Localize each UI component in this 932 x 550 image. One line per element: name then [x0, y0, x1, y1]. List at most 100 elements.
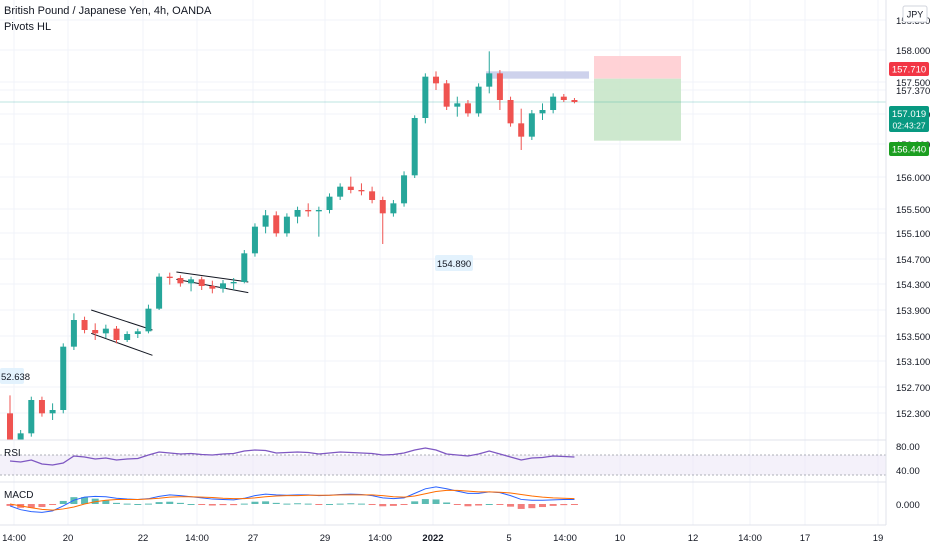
- macd-histogram-bar: [49, 504, 57, 505]
- candle-body: [486, 73, 493, 87]
- macd-pane: MACD: [0, 481, 886, 513]
- candle-body: [401, 175, 408, 204]
- macd-histogram-bar: [485, 504, 493, 505]
- macd-histogram-bar: [315, 504, 323, 505]
- macd-histogram-bar: [368, 504, 376, 505]
- time-tick-label: 2022: [422, 533, 443, 544]
- candle-body: [326, 196, 333, 210]
- rsi-label: RSI: [4, 448, 21, 459]
- candle-body: [422, 76, 429, 118]
- price-tick-label: 157.370: [896, 86, 930, 97]
- candle-body: [251, 226, 258, 254]
- price-tick-label: 158.000: [896, 46, 930, 57]
- macd-histogram-bar: [549, 504, 557, 506]
- time-tick-label: 14:00: [2, 533, 26, 544]
- candle-body: [81, 320, 88, 330]
- candle-body: [102, 328, 109, 334]
- candle-body: [113, 328, 120, 340]
- time-tick-label: 14:00: [368, 533, 392, 544]
- macd-histogram-bar: [570, 504, 578, 505]
- rsi-band: [0, 455, 886, 475]
- macd-histogram-bar: [198, 504, 206, 505]
- macd-histogram-bar: [240, 503, 248, 505]
- macd-histogram-bar: [81, 497, 89, 504]
- macd-histogram-bar: [507, 504, 515, 507]
- macd-histogram-bar: [176, 502, 184, 504]
- candle-body: [347, 186, 354, 190]
- candle-body: [230, 282, 237, 284]
- candle-body: [262, 215, 269, 227]
- candle-body: [38, 400, 45, 414]
- time-tick-label: 14:00: [185, 533, 209, 544]
- candle-body: [294, 210, 301, 217]
- pivot-low-label: 154.890: [437, 259, 471, 270]
- candle-body: [369, 191, 376, 200]
- macd-tick-label: 0.000: [896, 500, 920, 511]
- target-price-label: 156.440: [892, 145, 926, 156]
- candle-body: [177, 278, 184, 284]
- last-price-badge: [889, 106, 929, 132]
- candle-body: [273, 215, 280, 234]
- macd-histogram-bar: [187, 504, 195, 505]
- channel-upper-line: [176, 271, 249, 283]
- signal-line: [9, 489, 575, 511]
- candle-body: [528, 113, 535, 137]
- macd-histogram-bar: [272, 502, 280, 504]
- price-tick-label: 152.300: [896, 409, 930, 420]
- candle-body: [70, 320, 77, 347]
- candle-body: [379, 200, 386, 214]
- candle-body: [390, 203, 397, 214]
- candle-body: [560, 96, 567, 100]
- macd-histogram-bar: [464, 504, 472, 507]
- macd-histogram-bar: [262, 501, 270, 504]
- macd-histogram-bar: [219, 504, 227, 506]
- time-tick-label: 27: [248, 533, 259, 544]
- macd-histogram-bar: [443, 502, 451, 504]
- indicator-name[interactable]: Pivots HL: [4, 21, 52, 33]
- time-tick-label: 19: [873, 533, 884, 544]
- stop-price-label: 157.710: [892, 65, 926, 76]
- macd-histogram-bar: [357, 503, 365, 505]
- candle-body: [475, 86, 482, 114]
- candle-body: [358, 190, 365, 192]
- candle-body: [220, 283, 226, 289]
- time-tick-label: 5: [506, 533, 511, 544]
- candle-body: [198, 279, 205, 286]
- price-tick-label: 153.500: [896, 332, 930, 343]
- candle-body: [454, 103, 461, 107]
- macd-histogram-bar: [496, 504, 504, 505]
- candle-body: [550, 96, 557, 110]
- resistance-zone: [486, 71, 589, 79]
- target-zone: [594, 78, 681, 141]
- price-tick-label: 154.700: [896, 255, 930, 266]
- candle-body: [315, 210, 322, 212]
- price-tick-label: 153.900: [896, 306, 930, 317]
- price-tick-label: 153.100: [896, 357, 930, 368]
- countdown-label: 02:43:27: [892, 121, 925, 131]
- time-tick-label: 14:00: [553, 533, 577, 544]
- price-tick-label: 155.500: [896, 205, 930, 216]
- macd-histogram-bar: [230, 504, 238, 506]
- rsi-pane: RSI: [0, 439, 886, 476]
- macd-label: MACD: [4, 490, 33, 501]
- macd-histogram-bar: [38, 504, 46, 508]
- candle-body: [571, 100, 578, 102]
- time-tick-label: 14:00: [738, 533, 762, 544]
- currency-badge-box: [902, 5, 928, 23]
- candle-body: [188, 279, 195, 284]
- channel-lower-line: [91, 332, 153, 356]
- macd-histogram-bar: [166, 501, 174, 504]
- candle-body: [305, 210, 312, 212]
- candles: 154.890 52.638: [0, 51, 578, 440]
- stop-price-badge: [889, 62, 929, 76]
- macd-histogram-bar: [528, 504, 536, 509]
- pivot-left-box: [0, 368, 24, 384]
- macd-histogram-bar: [400, 504, 408, 505]
- time-tick-label: 12: [688, 533, 699, 544]
- candle-body: [464, 103, 471, 114]
- macd-histogram-bar: [123, 503, 131, 505]
- candle-body: [17, 433, 24, 440]
- time-tick-label: 29: [320, 533, 331, 544]
